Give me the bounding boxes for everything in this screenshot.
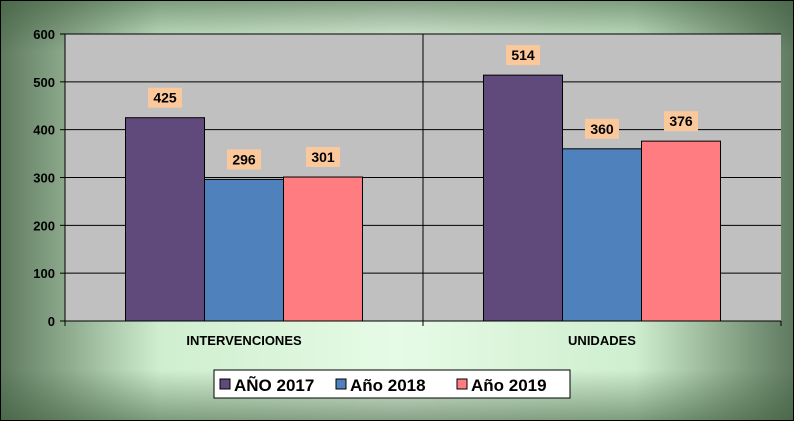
y-tick-label: 0: [48, 314, 55, 329]
y-tick-label: 100: [33, 266, 55, 281]
legend-label: Año 2019: [471, 376, 547, 395]
value-label-background: [664, 111, 698, 132]
data-label: 296: [232, 151, 256, 167]
value-label-background: [306, 147, 340, 168]
data-label: 376: [669, 113, 693, 129]
bar: [204, 178, 284, 322]
bar: [641, 140, 721, 322]
y-tick-label: 600: [33, 27, 55, 42]
bar: [283, 176, 363, 322]
y-tick-label: 200: [33, 218, 55, 233]
value-label-background: [148, 87, 182, 108]
data-label: 425: [153, 90, 177, 106]
value-label-background: [227, 149, 261, 170]
y-tick-label: 500: [33, 75, 55, 90]
y-tick-label: 400: [33, 123, 55, 138]
x-category-label: INTERVENCIONES: [186, 333, 302, 348]
data-label: 360: [590, 121, 614, 137]
value-label-background: [506, 45, 540, 66]
legend-swatch: [335, 378, 347, 390]
value-label-background: [585, 118, 619, 139]
legend-swatch: [219, 378, 231, 390]
legend-label: AÑO 2017: [234, 375, 314, 395]
data-label: 301: [311, 149, 335, 165]
legend: [213, 369, 571, 399]
legend-swatch: [456, 378, 468, 390]
bar: [562, 148, 642, 322]
bar: [483, 74, 563, 322]
x-category-label: UNIDADES: [568, 333, 636, 348]
data-label: 514: [511, 47, 535, 63]
y-tick-label: 300: [33, 171, 55, 186]
legend-label: Año 2018: [350, 376, 426, 395]
bar: [125, 117, 205, 322]
